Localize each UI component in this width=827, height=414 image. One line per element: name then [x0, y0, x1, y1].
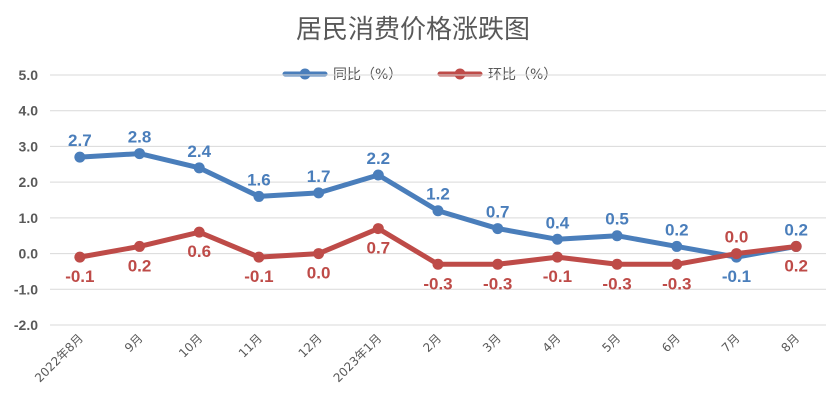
data-point[interactable] — [313, 187, 325, 199]
data-label: 0.0 — [725, 228, 749, 247]
data-label: 0.2 — [784, 220, 808, 239]
data-label: -0.3 — [483, 274, 512, 293]
data-labels: 2.7 2.8 2.4 1.6 1.7 2.2 1.2 0.7 0.4 0.5 0.2 -0.1 0.2… — [65, 128, 808, 294]
data-label: 0.2 — [784, 256, 808, 275]
data-label: -0.1 — [65, 267, 94, 286]
data-label: 0.7 — [366, 239, 390, 258]
y-tick-label: 0.0 — [19, 246, 39, 262]
data-label: 1.2 — [426, 185, 450, 204]
x-tick-label: 2023年1月 — [331, 331, 385, 385]
data-point[interactable] — [74, 151, 86, 163]
chart-title: 居民消费价格涨跌图 — [296, 15, 530, 45]
data-point[interactable] — [551, 233, 563, 245]
legend-item-yoy[interactable]: 同比（%） — [282, 67, 402, 83]
data-label: -0.3 — [662, 274, 691, 293]
x-tick-label: 4月 — [540, 331, 564, 355]
data-label: 1.7 — [307, 167, 331, 186]
legend-marker-yoy — [299, 68, 311, 80]
data-point[interactable] — [492, 258, 504, 270]
data-label: 0.2 — [128, 256, 152, 275]
data-label: 0.5 — [605, 210, 629, 229]
y-tick-label: -2.0 — [14, 317, 38, 333]
data-point[interactable] — [193, 226, 205, 238]
data-label: 2.7 — [68, 131, 92, 150]
data-point[interactable] — [671, 258, 683, 270]
data-label: 2.4 — [187, 142, 211, 161]
data-label: 1.6 — [247, 170, 271, 189]
data-label: -0.1 — [543, 267, 572, 286]
data-point[interactable] — [134, 148, 146, 160]
data-point[interactable] — [432, 205, 444, 217]
data-point[interactable] — [253, 190, 265, 202]
x-tick-label: 12月 — [296, 331, 325, 360]
legend-marker-mom — [454, 68, 466, 80]
data-label: -0.3 — [423, 274, 452, 293]
data-point[interactable] — [372, 223, 384, 235]
x-tick-label: 9月 — [122, 331, 146, 355]
data-point[interactable] — [790, 240, 802, 252]
x-tick-label: 5月 — [599, 331, 623, 355]
data-label: 2.2 — [366, 149, 390, 168]
data-point[interactable] — [253, 251, 265, 263]
data-label: 0.0 — [307, 264, 331, 283]
data-point[interactable] — [492, 223, 504, 235]
data-label: 2.8 — [128, 128, 152, 147]
x-tick-label: 2月 — [420, 331, 444, 355]
y-tick-label: 1.0 — [19, 210, 39, 226]
gridlines — [50, 74, 826, 326]
x-tick-label: 10月 — [176, 331, 205, 360]
data-point[interactable] — [730, 248, 742, 260]
x-tick-label: 2022年8月 — [32, 331, 86, 385]
x-axis: 2022年8月 9月 10月 11月 12月 2023年1月 2月 3月 4月 5月 6月 7月 8月 — [32, 331, 802, 385]
data-label: 0.7 — [486, 203, 510, 222]
data-point[interactable] — [432, 258, 444, 270]
data-label: 0.6 — [187, 242, 211, 261]
x-tick-label: 6月 — [659, 331, 683, 355]
data-point[interactable] — [611, 230, 623, 242]
y-tick-label: 4.0 — [19, 103, 39, 119]
data-label: 0.2 — [665, 220, 689, 239]
data-label: 0.4 — [546, 213, 570, 232]
data-point[interactable] — [611, 258, 623, 270]
x-tick-label: 8月 — [778, 331, 802, 355]
y-tick-label: -1.0 — [14, 281, 38, 297]
data-point[interactable] — [671, 240, 683, 252]
data-point[interactable] — [551, 251, 563, 263]
y-tick-label: 2.0 — [19, 174, 39, 190]
y-axis: 5.0 4.0 3.0 2.0 1.0 0.0 -1.0 -2.0 — [14, 67, 38, 333]
legend[interactable]: 同比（%） 环比（%） — [282, 67, 557, 83]
y-tick-label: 5.0 — [19, 67, 39, 83]
y-tick-label: 3.0 — [19, 138, 39, 154]
data-point[interactable] — [313, 248, 325, 260]
data-label: -0.3 — [602, 274, 631, 293]
data-point[interactable] — [134, 240, 146, 252]
series-layer — [74, 148, 802, 270]
data-point[interactable] — [74, 251, 86, 263]
x-tick-label: 11月 — [236, 331, 265, 360]
data-label: -0.1 — [244, 267, 273, 286]
data-point[interactable] — [372, 169, 384, 181]
x-tick-label: 3月 — [480, 331, 504, 355]
x-tick-label: 7月 — [719, 331, 743, 355]
data-point[interactable] — [193, 162, 205, 174]
data-label: -0.1 — [722, 267, 751, 286]
